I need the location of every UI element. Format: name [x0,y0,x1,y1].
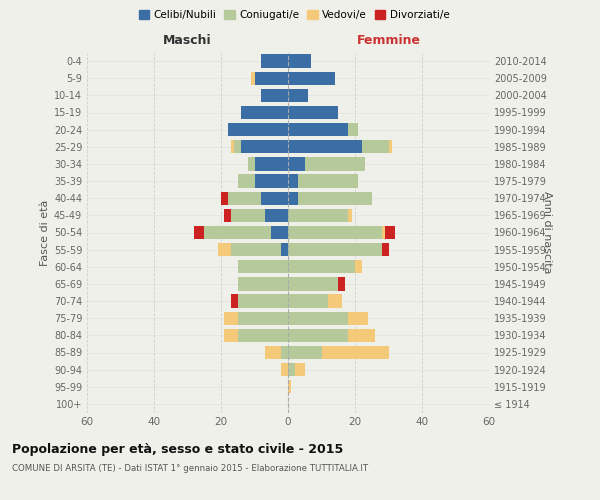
Bar [221,192,228,205]
Bar [204,226,271,239]
Bar [349,123,358,136]
Bar [382,243,389,256]
Bar [224,312,238,325]
Bar [328,294,341,308]
Bar [362,140,389,153]
Bar [238,312,288,325]
Bar [385,226,395,239]
Bar [288,140,362,153]
Bar [288,346,322,359]
Bar [288,54,311,68]
Bar [228,123,288,136]
Bar [349,312,368,325]
Bar [218,243,231,256]
Bar [288,88,308,102]
Bar [241,106,288,119]
Bar [261,192,288,205]
Bar [288,294,328,308]
Text: Maschi: Maschi [163,34,212,48]
Bar [389,140,392,153]
Bar [241,140,288,153]
Bar [298,174,358,188]
Legend: Celibi/Nubili, Coniugati/e, Vedovi/e, Divorziati/e: Celibi/Nubili, Coniugati/e, Vedovi/e, Di… [137,8,451,22]
Bar [298,192,372,205]
Bar [231,208,265,222]
Bar [288,380,292,394]
Bar [288,106,338,119]
Text: Femmine: Femmine [356,34,421,48]
Bar [235,140,241,153]
Bar [288,243,382,256]
Bar [251,72,254,85]
Bar [228,192,261,205]
Bar [288,260,355,274]
Bar [238,277,288,290]
Bar [254,174,288,188]
Bar [338,277,345,290]
Bar [288,226,382,239]
Bar [254,72,288,85]
Bar [265,346,281,359]
Text: COMUNE DI ARSITA (TE) - Dati ISTAT 1° gennaio 2015 - Elaborazione TUTTITALIA.IT: COMUNE DI ARSITA (TE) - Dati ISTAT 1° ge… [12,464,368,473]
Bar [288,174,298,188]
Y-axis label: Anni di nascita: Anni di nascita [542,191,552,274]
Bar [265,208,288,222]
Bar [224,208,231,222]
Bar [224,328,238,342]
Bar [238,174,254,188]
Y-axis label: Fasce di età: Fasce di età [40,200,50,266]
Bar [281,346,288,359]
Bar [281,363,288,376]
Bar [231,294,238,308]
Bar [238,328,288,342]
Bar [288,312,349,325]
Bar [194,226,204,239]
Bar [288,328,349,342]
Bar [261,88,288,102]
Bar [288,72,335,85]
Bar [288,123,349,136]
Bar [305,157,365,170]
Bar [288,363,295,376]
Bar [288,277,338,290]
Bar [238,260,288,274]
Bar [382,226,385,239]
Bar [231,140,235,153]
Bar [254,157,288,170]
Text: Popolazione per età, sesso e stato civile - 2015: Popolazione per età, sesso e stato civil… [12,442,343,456]
Bar [322,346,389,359]
Bar [295,363,305,376]
Bar [238,294,288,308]
Bar [288,192,298,205]
Bar [288,157,305,170]
Bar [271,226,288,239]
Bar [288,208,349,222]
Bar [231,243,281,256]
Bar [349,208,352,222]
Bar [261,54,288,68]
Bar [355,260,362,274]
Bar [281,243,288,256]
Bar [349,328,375,342]
Bar [248,157,254,170]
